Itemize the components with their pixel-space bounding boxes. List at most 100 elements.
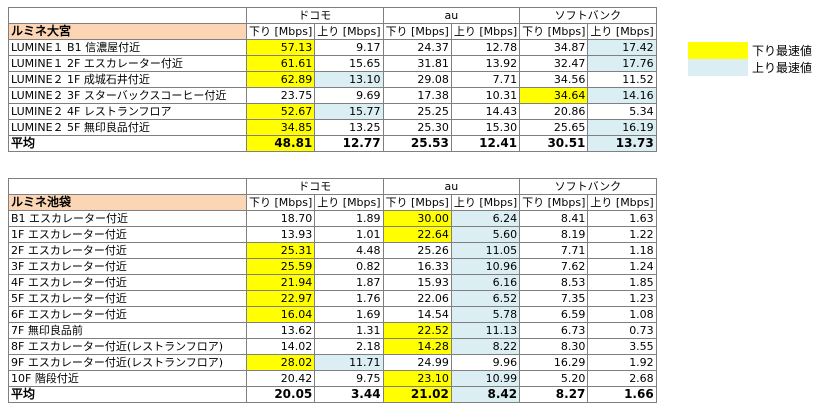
value-cell: 14.54 [382,306,452,323]
table-row: 6F エスカレーター付近 16.04 1.69 14.54 5.78 6.59 1.08 [8,306,657,323]
average-value: 25.53 [382,135,452,152]
value-cell: 7.71 [450,71,521,88]
average-row: 平均 20.05 3.44 21.02 8.42 8.27 1.66 [8,386,657,403]
carrier-header-row: ドコモ au ソフトバンク [8,7,657,24]
row-label: 4F エスカレーター付近 [8,274,247,291]
down-header: 下り [Mbps] [519,23,589,40]
value-cell: 1.22 [587,226,657,243]
value-cell: 8.30 [519,338,589,355]
row-label: 6F エスカレーター付近 [8,306,247,323]
value-cell: 5.34 [587,103,657,120]
value-cell: 11.13 [450,322,521,339]
value-cell: 8.19 [519,226,589,243]
value-cell: 21.94 [245,274,316,291]
carrier-header: ソフトバンク [519,178,657,195]
value-cell: 16.33 [382,258,452,275]
legend-blue-swatch [688,59,748,76]
table-row: 10F 階段付近 20.42 9.75 23.10 10.99 5.20 2.68 [8,370,657,387]
row-label: 9F エスカレーター付近(レストランフロア) [8,354,247,371]
value-cell: 6.52 [450,290,521,307]
table-row: 5F エスカレーター付近 22.97 1.76 22.06 6.52 7.35 1.23 [8,290,657,307]
value-cell: 1.76 [314,290,384,307]
average-row: 平均 48.81 12.77 25.53 12.41 30.51 13.73 [8,135,657,152]
value-cell: 34.87 [519,39,589,56]
row-label: LUMINE２ 1F 成城石井付近 [8,71,247,88]
value-cell: 13.25 [314,119,384,136]
value-cell: 17.76 [587,55,657,72]
value-cell: 5.60 [450,226,521,243]
location-title: ルミネ大宮 [8,23,247,40]
value-cell: 13.62 [245,322,316,339]
value-cell: 34.64 [519,87,589,104]
value-cell: 1.85 [587,274,657,291]
value-cell: 23.10 [382,370,452,387]
value-cell: 14.28 [382,338,452,355]
value-cell: 12.78 [450,39,521,56]
value-cell: 15.30 [450,119,521,136]
value-cell: 1.92 [587,354,657,371]
carrier-header: ソフトバンク [519,7,657,24]
value-cell: 25.26 [382,242,452,259]
value-cell: 13.10 [314,71,384,88]
location-title: ルミネ池袋 [8,194,247,211]
value-cell: 9.17 [314,39,384,56]
value-cell: 62.89 [245,71,316,88]
value-cell: 10.31 [450,87,521,104]
value-cell: 61.61 [245,55,316,72]
value-cell: 20.42 [245,370,316,387]
value-cell: 57.13 [245,39,316,56]
table-row: 3F エスカレーター付近 25.59 0.82 16.33 10.96 7.62 1.24 [8,258,657,275]
table-row: LUMINE２ 5F 無印良品付近 34.85 13.25 25.30 15.30 25.… [8,119,657,136]
value-cell: 10.99 [450,370,521,387]
row-label: 7F 無印良品前 [8,322,247,339]
value-cell: 22.97 [245,290,316,307]
value-cell: 1.63 [587,210,657,227]
table-row: B1 エスカレーター付近 18.70 1.89 30.00 6.24 8.41 1.63 [8,210,657,227]
table-row: LUMINE１ 2F エスカレーター付近 61.61 15.65 31.81 13.92… [8,55,657,72]
row-label: LUMINE２ 4F レストランフロア [8,103,247,120]
average-value: 21.02 [382,386,452,403]
value-cell: 25.30 [382,119,452,136]
value-cell: 9.96 [450,354,521,371]
value-cell: 14.16 [587,87,657,104]
average-value: 8.42 [450,386,521,403]
value-cell: 25.65 [519,119,589,136]
carrier-header: au [382,7,521,24]
legend-down-max: 下り最速値 [688,42,818,59]
row-label: 8F エスカレーター付近(レストランフロア) [8,338,247,355]
value-cell: 6.73 [519,322,589,339]
value-cell: 18.70 [245,210,316,227]
value-cell: 7.71 [519,242,589,259]
value-cell: 6.24 [450,210,521,227]
value-cell: 1.24 [587,258,657,275]
value-cell: 31.81 [382,55,452,72]
value-cell: 8.53 [519,274,589,291]
value-cell: 6.59 [519,306,589,323]
carrier-header-row: ドコモ au ソフトバンク [8,178,657,195]
row-label: 1F エスカレーター付近 [8,226,247,243]
value-cell: 1.69 [314,306,384,323]
value-cell: 28.02 [245,354,316,371]
up-header: 上り [Mbps] [314,194,384,211]
value-cell: 25.59 [245,258,316,275]
value-cell: 22.64 [382,226,452,243]
value-cell: 3.55 [587,338,657,355]
subheader-row: ルミネ大宮 下り [Mbps] 上り [Mbps] 下り [Mbps] 上り [Mbps… [8,23,657,40]
table-row: 4F エスカレーター付近 21.94 1.87 15.93 6.16 8.53 1.85 [8,274,657,291]
ikebukuro-table: ドコモ au ソフトバンク ルミネ池袋 下り [Mbps] 上り [Mbps] 下り [Mb… [8,178,657,403]
average-value: 12.41 [450,135,521,152]
value-cell: 1.01 [314,226,384,243]
value-cell: 20.86 [519,103,589,120]
down-header: 下り [Mbps] [382,194,452,211]
value-cell: 14.43 [450,103,521,120]
value-cell: 7.62 [519,258,589,275]
up-header: 上り [Mbps] [587,23,657,40]
value-cell: 11.71 [314,354,384,371]
down-header: 下り [Mbps] [382,23,452,40]
row-label: 3F エスカレーター付近 [8,258,247,275]
average-value: 12.77 [314,135,384,152]
value-cell: 1.89 [314,210,384,227]
row-label: 10F 階段付近 [8,370,247,387]
value-cell: 0.82 [314,258,384,275]
carrier-header: au [382,178,521,195]
